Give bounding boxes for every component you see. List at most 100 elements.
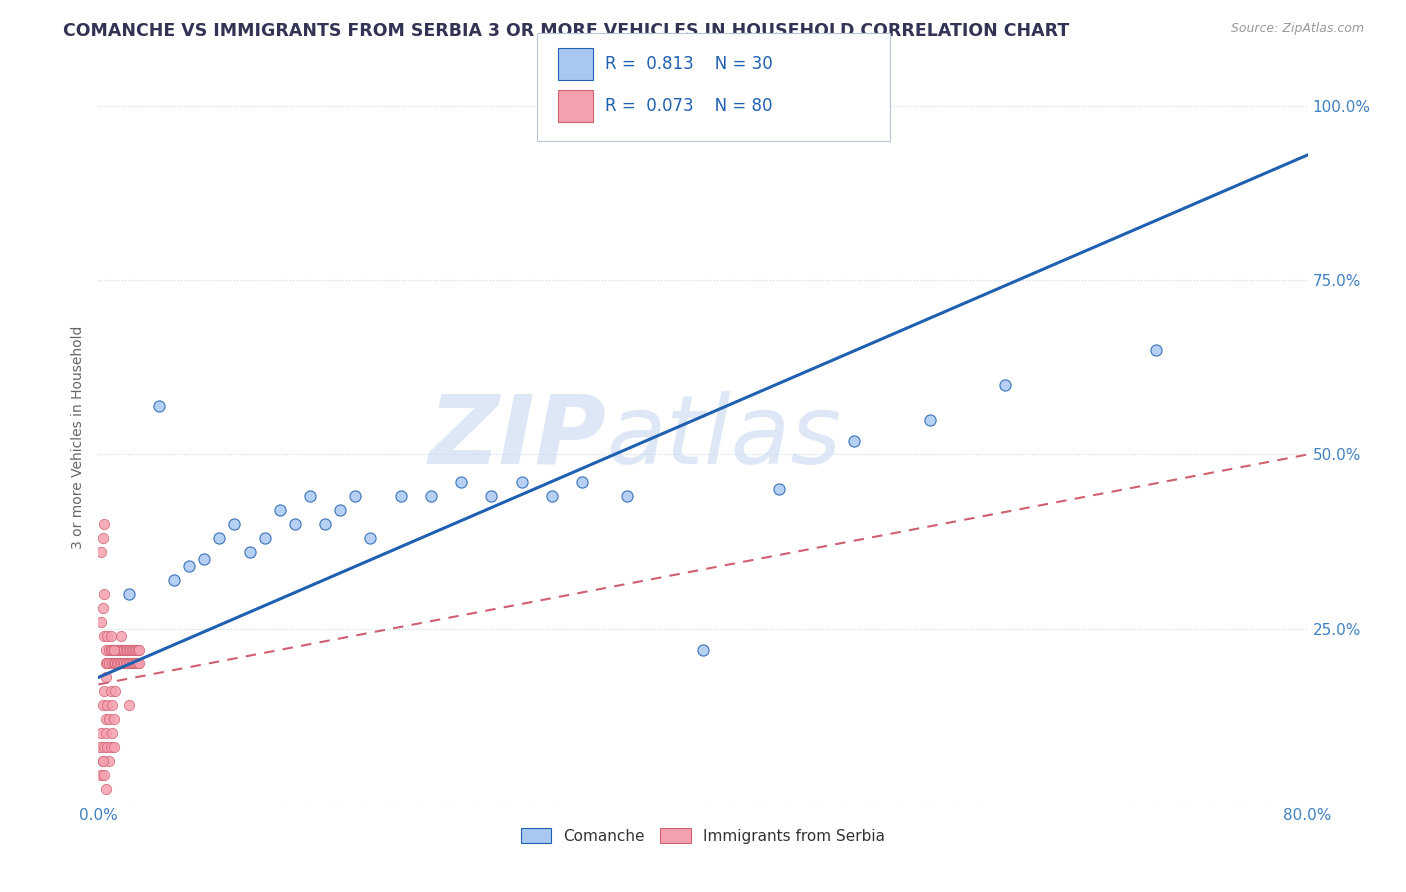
Point [100, 740, 122, 755]
Point [844, 434, 866, 448]
Point [93, 629, 115, 643]
Point [510, 475, 533, 490]
Point [120, 642, 142, 657]
Point [90, 768, 112, 782]
Point [98, 657, 121, 671]
Point [98, 754, 121, 768]
Point [111, 642, 134, 657]
Point [94, 642, 117, 657]
Point [101, 657, 124, 671]
Point [100, 684, 122, 698]
Point [90, 726, 112, 740]
Point [127, 657, 149, 671]
Point [91, 754, 114, 768]
Point [1144, 343, 1167, 357]
Point [540, 489, 562, 503]
Point [179, 558, 201, 573]
Point [100, 642, 122, 657]
Point [94, 657, 117, 671]
Point [112, 642, 135, 657]
Point [103, 712, 125, 726]
Point [101, 726, 124, 740]
Point [128, 642, 150, 657]
Point [101, 698, 124, 713]
Point [91, 698, 114, 713]
Point [101, 642, 124, 657]
Point [118, 642, 141, 657]
Point [91, 600, 114, 615]
Point [114, 657, 136, 671]
Point [918, 412, 941, 426]
Point [91, 754, 114, 768]
Point [96, 657, 118, 671]
Point [103, 642, 125, 657]
Point [124, 657, 146, 671]
Point [314, 517, 336, 532]
Point [108, 657, 131, 671]
Point [93, 684, 115, 698]
Point [616, 489, 638, 503]
Point [124, 642, 146, 657]
Point [104, 684, 127, 698]
Point [269, 503, 291, 517]
Point [93, 768, 115, 782]
Legend: Comanche, Immigrants from Serbia: Comanche, Immigrants from Serbia [515, 822, 891, 850]
Point [994, 377, 1017, 392]
Point [103, 740, 125, 755]
Text: R =  0.813    N = 30: R = 0.813 N = 30 [605, 55, 772, 73]
Point [125, 642, 148, 657]
Point [121, 657, 143, 671]
Point [193, 552, 215, 566]
Point [98, 712, 121, 726]
Point [118, 698, 141, 713]
Point [93, 517, 115, 532]
Point [100, 629, 122, 643]
Point [110, 642, 132, 657]
Point [104, 657, 127, 671]
Point [108, 642, 131, 657]
Point [127, 642, 149, 657]
Point [107, 657, 129, 671]
Point [93, 740, 115, 755]
Point [121, 642, 143, 657]
Point [420, 489, 443, 503]
Y-axis label: 3 or more Vehicles in Household: 3 or more Vehicles in Household [72, 326, 86, 549]
Point [122, 642, 145, 657]
Point [105, 657, 128, 671]
Point [115, 642, 138, 657]
Text: COMANCHE VS IMMIGRANTS FROM SERBIA 3 OR MORE VEHICLES IN HOUSEHOLD CORRELATION C: COMANCHE VS IMMIGRANTS FROM SERBIA 3 OR … [63, 22, 1070, 40]
Point [90, 545, 112, 559]
Point [110, 657, 132, 671]
Point [93, 587, 115, 601]
Text: atlas: atlas [606, 391, 841, 483]
Point [105, 642, 128, 657]
Point [91, 531, 114, 545]
Point [111, 657, 134, 671]
Point [103, 642, 125, 657]
Point [239, 545, 262, 559]
Point [692, 642, 714, 657]
Text: R =  0.073    N = 80: R = 0.073 N = 80 [605, 97, 772, 115]
Point [112, 657, 135, 671]
Point [329, 503, 352, 517]
Point [94, 712, 117, 726]
Point [118, 657, 141, 671]
Point [110, 629, 132, 643]
Point [299, 489, 322, 503]
Point [120, 657, 142, 671]
Point [96, 698, 118, 713]
Point [122, 657, 145, 671]
Point [94, 670, 117, 684]
Point [148, 399, 170, 413]
Point [481, 489, 503, 503]
Point [115, 657, 138, 671]
Point [107, 642, 129, 657]
Text: Source: ZipAtlas.com: Source: ZipAtlas.com [1230, 22, 1364, 36]
Point [450, 475, 472, 490]
Point [389, 489, 412, 503]
Point [118, 587, 141, 601]
Text: ZIP: ZIP [429, 391, 606, 483]
Point [114, 642, 136, 657]
Point [128, 657, 150, 671]
Point [96, 740, 118, 755]
